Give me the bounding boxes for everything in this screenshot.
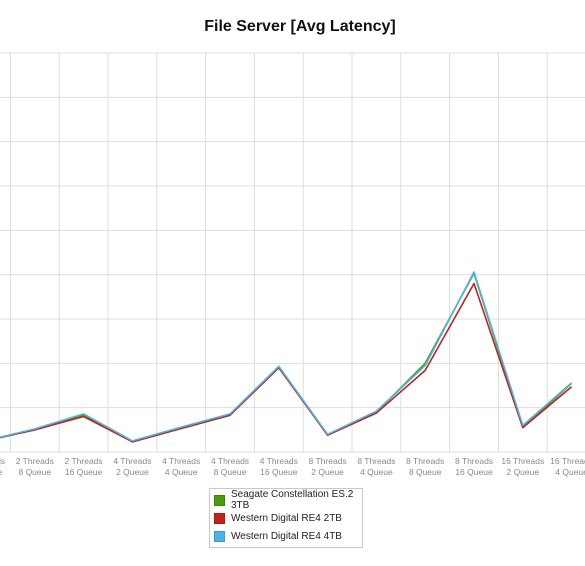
x-tick-label: 2 Threads 8 Queue [16, 456, 54, 477]
legend-item[interactable]: Western Digital RE4 2TB [214, 509, 358, 527]
x-tick-label: 8 Threads 4 Queue [357, 456, 395, 477]
x-tick-label: 8 Threads 8 Queue [406, 456, 444, 477]
series-line-3 [0, 271, 573, 442]
legend-item[interactable]: Western Digital RE4 4TB [214, 527, 358, 545]
chart-title: File Server [Avg Latency] [204, 18, 396, 35]
series-line-1 [0, 272, 573, 443]
x-tick-label: 4 Threads 2 Queue [113, 456, 151, 477]
chart-grid [0, 52, 585, 453]
x-tick-label: 8 Threads 16 Queue [455, 456, 493, 477]
legend-swatch [214, 530, 225, 542]
x-tick-label: 2 Threads 16 Queue [65, 456, 103, 477]
legend-label: Seagate Constellation ES.2 3TB [231, 489, 354, 511]
x-tick-label: 4 Threads 8 Queue [211, 456, 249, 477]
x-tick-label: 4 Threads 16 Queue [260, 456, 298, 477]
legend-swatch [214, 512, 225, 524]
legend-label: Western Digital RE4 2TB [231, 512, 342, 524]
legend-item[interactable]: Seagate Constellation ES.2 3TB [214, 489, 358, 511]
x-tick-label: 4 Threads 4 Queue [162, 456, 200, 477]
legend-swatch [214, 494, 225, 506]
series-lines [0, 271, 573, 443]
x-tick-label: 8 Threads 2 Queue [309, 456, 347, 477]
series-line-2 [0, 282, 573, 443]
x-tick-label: 16 Threads 2 Queue [501, 456, 544, 477]
legend-label: Western Digital RE4 4TB [231, 530, 342, 542]
legend[interactable]: Seagate Constellation ES.2 3TB Western Di… [209, 488, 363, 548]
